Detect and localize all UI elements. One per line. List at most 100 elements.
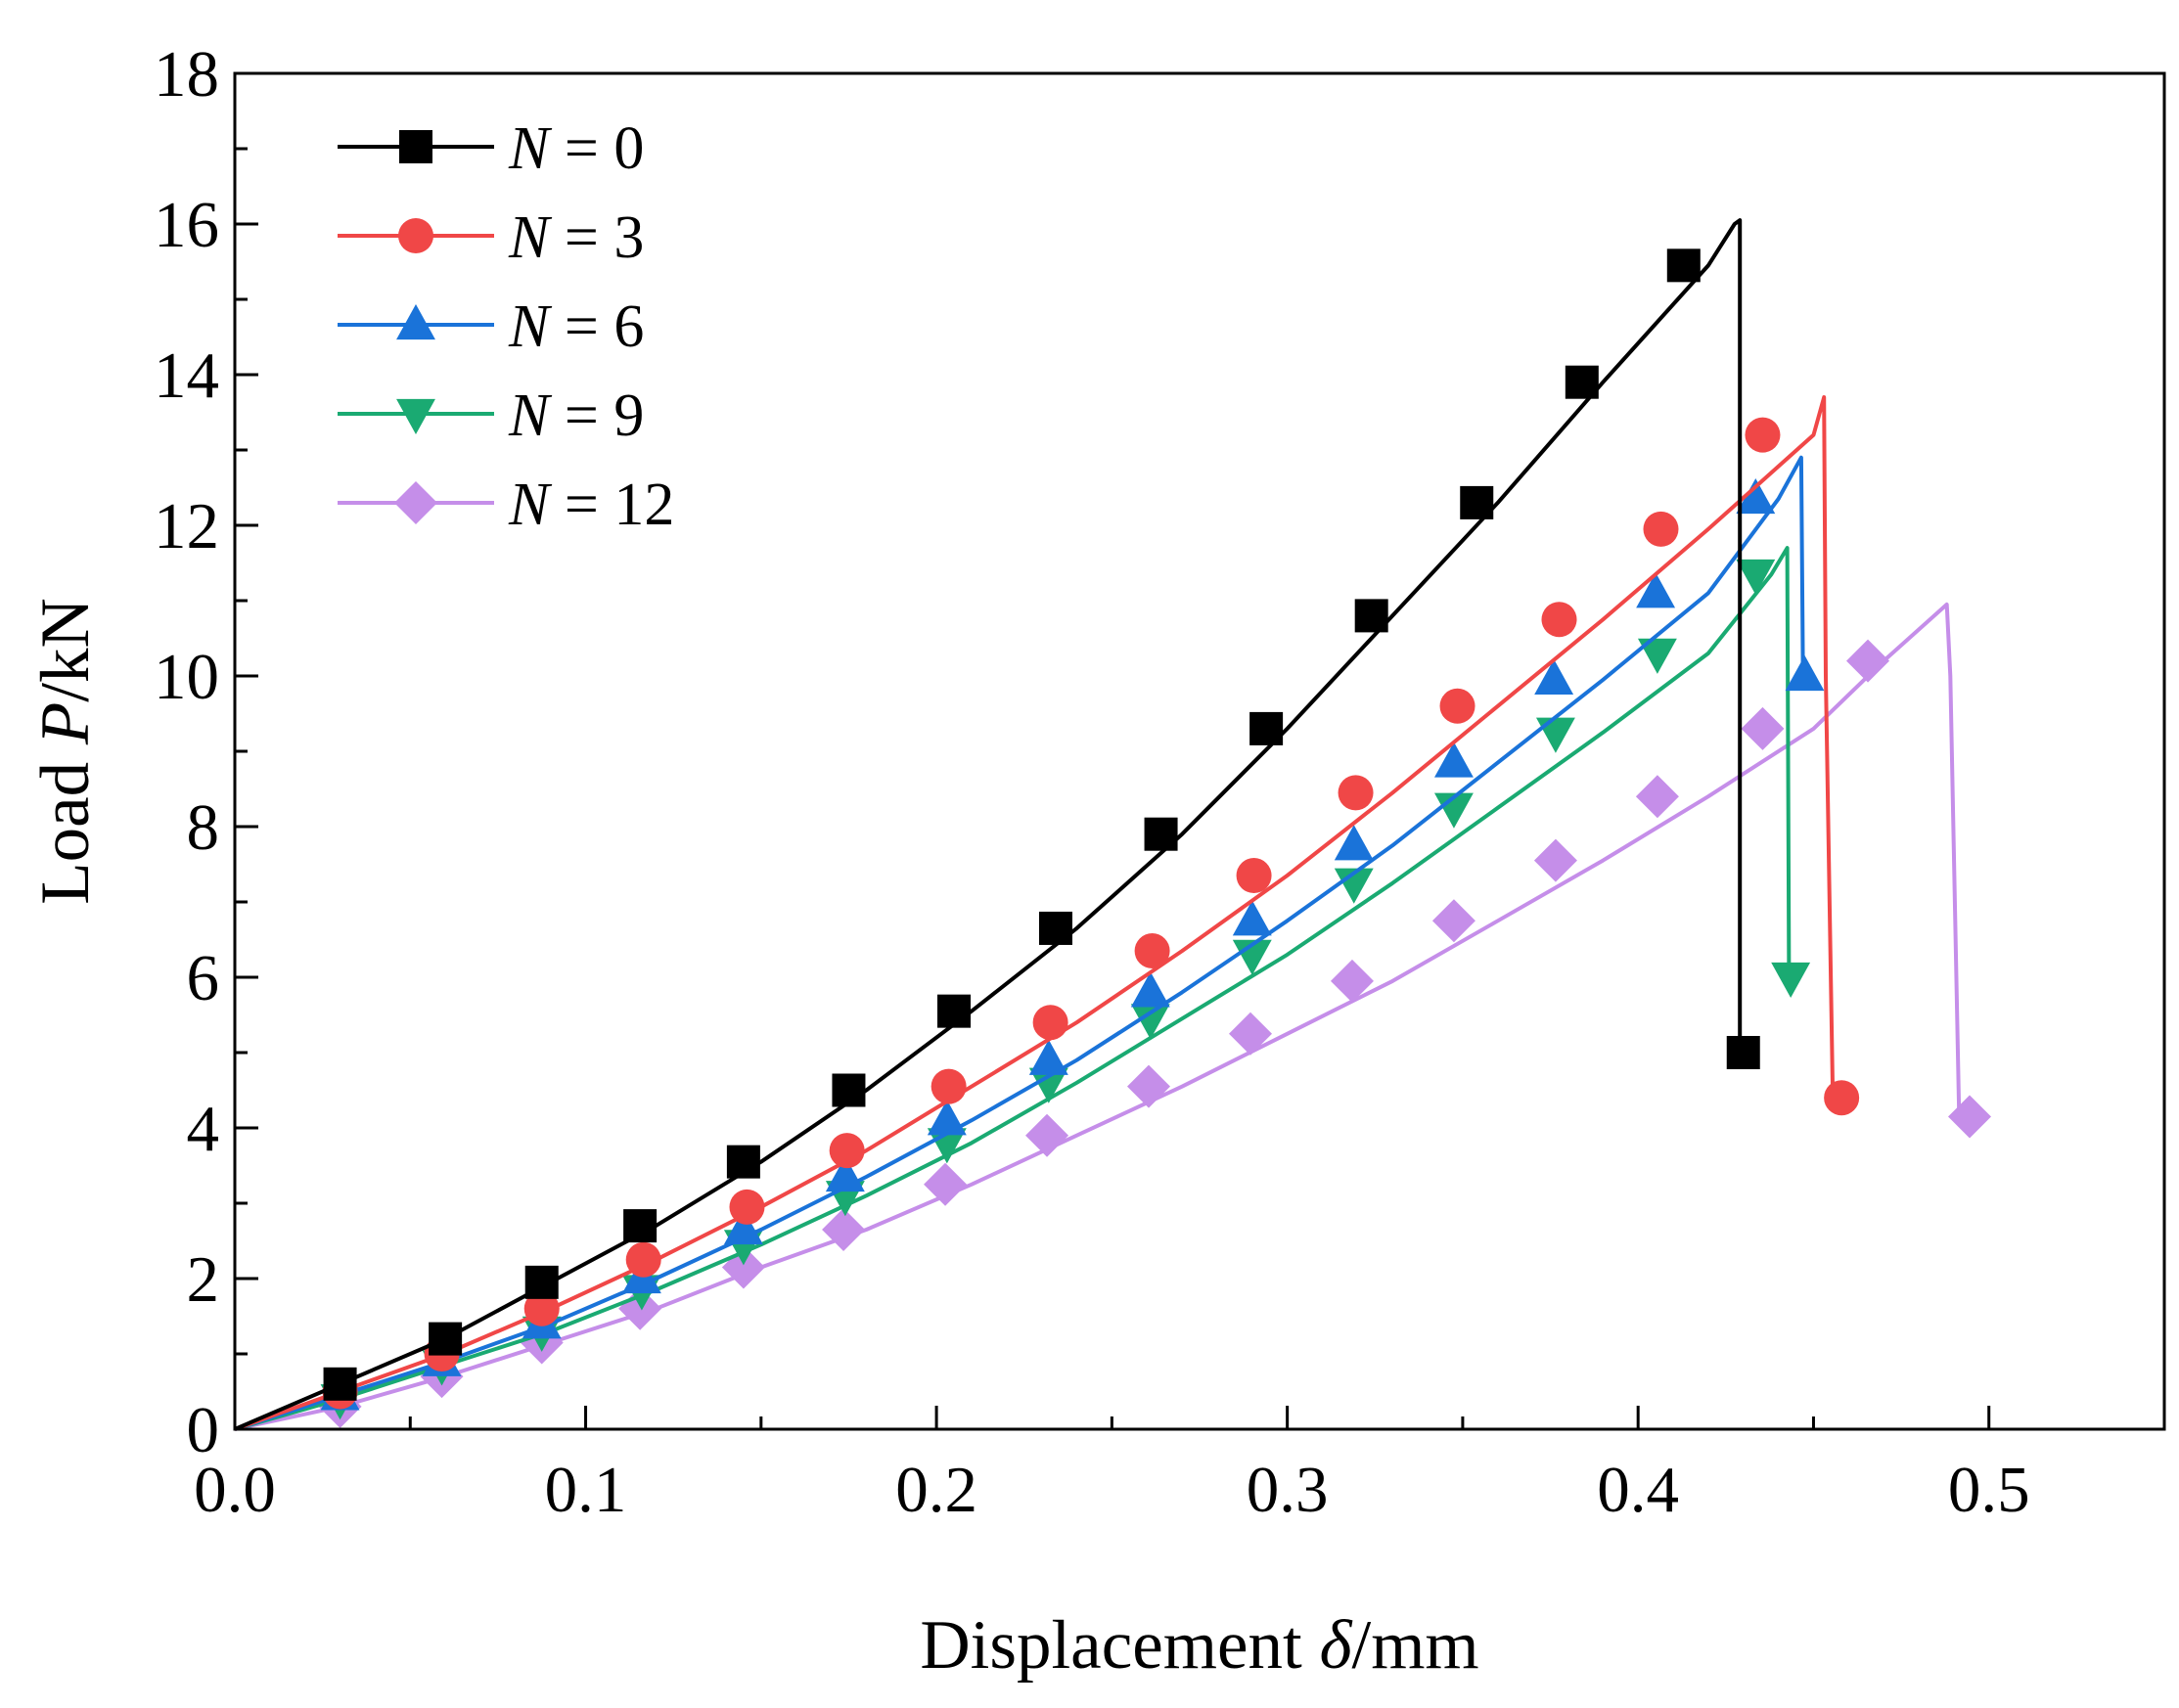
legend-item-3: N = 9 bbox=[338, 382, 644, 449]
data-point-4-7 bbox=[1025, 1113, 1069, 1157]
data-point-4-8 bbox=[1127, 1064, 1171, 1108]
data-point-4-12 bbox=[1533, 838, 1577, 882]
data-point-2-11 bbox=[1433, 742, 1474, 778]
data-point-1-5 bbox=[829, 1133, 865, 1169]
data-point-1-10 bbox=[1338, 775, 1374, 811]
data-point-4-3 bbox=[618, 1286, 662, 1330]
data-point-0-12 bbox=[1565, 365, 1599, 399]
data-point-1-11 bbox=[1439, 688, 1475, 724]
data-point-1-7 bbox=[1032, 1005, 1068, 1041]
data-point-3-7 bbox=[1028, 1067, 1068, 1103]
legend: N = 0 N = 3 N = 6 N = 9 N = 12 bbox=[338, 115, 674, 538]
plot-frame bbox=[233, 71, 2166, 1431]
data-point-3-9 bbox=[1232, 939, 1272, 975]
legend-label: N = 12 bbox=[508, 472, 674, 538]
x-tick-label: 0.5 bbox=[1948, 1454, 2030, 1526]
data-point-0-1 bbox=[429, 1322, 463, 1356]
y-tick-label: 10 bbox=[154, 641, 219, 713]
series-0 bbox=[234, 218, 1760, 1431]
data-point-3-8 bbox=[1130, 1004, 1170, 1040]
y-tick-label: 14 bbox=[154, 339, 219, 412]
y-tick-label: 18 bbox=[154, 38, 219, 111]
data-point-4-13 bbox=[1635, 775, 1679, 819]
data-point-1-8 bbox=[1134, 933, 1170, 969]
y-tick-label: 2 bbox=[187, 1243, 220, 1316]
legend-item-4: N = 12 bbox=[338, 472, 674, 538]
data-point-1-6 bbox=[931, 1068, 967, 1104]
data-point-2-5 bbox=[825, 1156, 865, 1192]
data-point-3-10 bbox=[1334, 868, 1374, 904]
x-tick-label: 0.4 bbox=[1597, 1454, 1679, 1526]
axes-layer: 0.0 0.1 0.2 0.3 0.4 0.5 0 2 4 6 8 10 12 14 16 18 Displac… bbox=[27, 38, 2166, 1684]
legend-marker bbox=[399, 130, 432, 163]
data-point-0-11 bbox=[1460, 485, 1494, 519]
legend-label: N = 6 bbox=[508, 293, 644, 360]
series-2 bbox=[234, 455, 1825, 1431]
data-point-0-3 bbox=[623, 1209, 658, 1243]
data-point-1-12 bbox=[1541, 602, 1577, 638]
data-point-4-16 bbox=[1948, 1095, 1992, 1139]
data-point-2-8 bbox=[1130, 971, 1170, 1008]
data-point-0-5 bbox=[832, 1073, 866, 1107]
series-line-0 bbox=[234, 218, 1743, 1431]
x-tick-label: 0.1 bbox=[545, 1454, 627, 1526]
data-point-2-14 bbox=[1736, 478, 1776, 515]
data-point-0-14 bbox=[1726, 1036, 1760, 1069]
data-point-0-9 bbox=[1249, 711, 1284, 745]
legend-item-0: N = 0 bbox=[338, 115, 644, 182]
y-tick-label: 0 bbox=[187, 1394, 220, 1466]
series-line-1 bbox=[234, 395, 1836, 1431]
y-axis-title: Load P/kN bbox=[27, 598, 104, 905]
data-point-2-12 bbox=[1534, 658, 1574, 695]
data-point-4-9 bbox=[1228, 1011, 1272, 1056]
data-point-1-3 bbox=[625, 1241, 661, 1278]
x-tick-label: 0.3 bbox=[1247, 1454, 1329, 1526]
legend-marker bbox=[398, 218, 433, 253]
data-point-4-15 bbox=[1846, 639, 1890, 683]
data-point-0-13 bbox=[1666, 248, 1701, 283]
data-point-4-5 bbox=[822, 1207, 866, 1251]
x-tick-label: 0.2 bbox=[895, 1454, 977, 1526]
series-line-4 bbox=[234, 602, 1962, 1431]
data-point-2-10 bbox=[1334, 825, 1374, 861]
series-3 bbox=[234, 546, 1811, 1431]
data-point-2-9 bbox=[1232, 900, 1272, 936]
data-point-0-8 bbox=[1144, 817, 1178, 851]
series-4 bbox=[234, 602, 1992, 1431]
data-point-3-12 bbox=[1535, 717, 1575, 753]
data-point-0-0 bbox=[323, 1367, 357, 1401]
data-point-0-2 bbox=[524, 1265, 559, 1299]
data-point-2-7 bbox=[1028, 1039, 1068, 1075]
data-point-4-6 bbox=[924, 1162, 968, 1206]
data-point-4-10 bbox=[1330, 959, 1374, 1003]
data-point-3-11 bbox=[1433, 792, 1474, 829]
data-point-1-2 bbox=[523, 1290, 560, 1326]
legend-marker bbox=[396, 398, 435, 434]
data-point-4-11 bbox=[1431, 899, 1475, 943]
data-point-1-14 bbox=[1745, 417, 1781, 453]
y-tick-label: 6 bbox=[187, 942, 220, 1014]
legend-label: N = 0 bbox=[508, 115, 644, 182]
y-tick-label: 16 bbox=[154, 189, 219, 261]
legend-marker bbox=[396, 304, 435, 340]
data-point-2-15 bbox=[1785, 655, 1825, 692]
data-point-2-13 bbox=[1636, 572, 1676, 608]
data-point-3-13 bbox=[1637, 638, 1677, 674]
legend-item-1: N = 3 bbox=[338, 204, 644, 271]
data-point-2-4 bbox=[723, 1208, 763, 1245]
data-point-0-4 bbox=[726, 1145, 760, 1179]
data-point-1-9 bbox=[1236, 858, 1272, 894]
y-tick-label: 12 bbox=[154, 490, 219, 562]
data-point-1-4 bbox=[729, 1189, 765, 1225]
legend-label: N = 9 bbox=[508, 382, 644, 449]
data-point-0-6 bbox=[937, 994, 972, 1028]
legend-marker bbox=[394, 481, 437, 524]
legend-item-2: N = 6 bbox=[338, 293, 644, 360]
data-point-1-15 bbox=[1824, 1080, 1860, 1116]
data-point-4-14 bbox=[1741, 706, 1785, 750]
series-layer bbox=[234, 218, 1992, 1431]
data-point-1-13 bbox=[1643, 511, 1679, 547]
series-1 bbox=[234, 395, 1860, 1431]
y-tick-label: 4 bbox=[187, 1093, 220, 1165]
